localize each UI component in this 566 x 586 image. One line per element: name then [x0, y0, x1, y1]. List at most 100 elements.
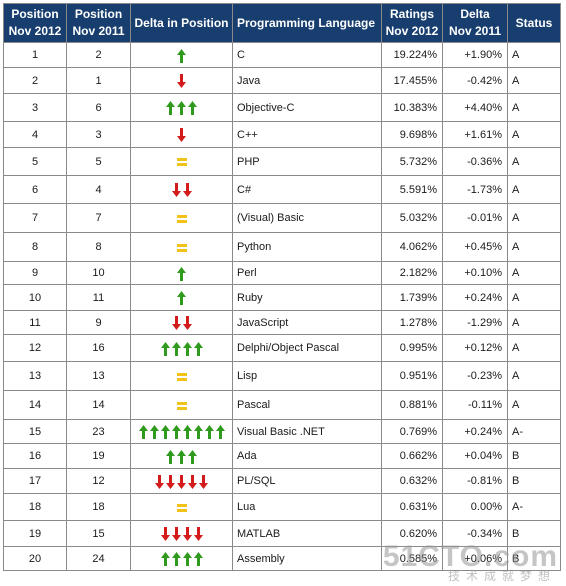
header-delta-ratings: Delta Nov 2011: [442, 3, 508, 43]
up-arrow-icon: [171, 425, 181, 439]
delta-rating-cell: +1.61%: [442, 121, 508, 148]
up-arrow-icon: [204, 425, 214, 439]
down-arrow-icon: [182, 183, 192, 197]
up-arrow-icon: [177, 291, 186, 305]
down-arrow-icon: [182, 316, 192, 330]
delta-position-cell: [130, 284, 233, 311]
unchanged-equal-icon: [176, 401, 187, 410]
delta-position-cell: [130, 232, 233, 262]
delta-rating-cell: -1.73%: [442, 175, 508, 204]
up-arrow-icon: [171, 552, 181, 566]
rating-cell: 0.631%: [381, 493, 443, 521]
position-2011-cell: 1: [66, 67, 131, 94]
table-row: 4 3 C++ 9.698% +1.61% A: [3, 121, 561, 148]
tiobe-ranking-table: Position Nov 2012 Position Nov 2011 Delta …: [3, 3, 561, 571]
rating-cell: 0.881%: [381, 390, 443, 420]
status-cell: B: [507, 468, 561, 494]
delta-rating-cell: -0.01%: [442, 203, 508, 233]
delta-position-cell: [130, 42, 233, 68]
position-2011-cell: 14: [66, 390, 131, 420]
position-2012-cell: 11: [3, 310, 67, 335]
rating-cell: 17.455%: [381, 67, 443, 94]
down-arrow-icon: [188, 474, 197, 489]
status-cell: A: [507, 203, 561, 233]
delta-position-cell: [130, 546, 233, 571]
language-cell: C: [232, 42, 382, 68]
status-cell: A: [507, 361, 561, 391]
down-arrow-icon: [177, 474, 186, 489]
down-arrow-icon: [171, 316, 181, 330]
down-arrow-icon: [177, 128, 186, 142]
table-row: 3 6 Objective-C 10.383% +4.40% A: [3, 93, 561, 122]
delta-rating-cell: -0.23%: [442, 361, 508, 391]
up-arrow-icon: [215, 425, 225, 439]
down-arrow-icon: [199, 474, 208, 489]
header-position-2012: Position Nov 2012: [3, 3, 67, 43]
header-row: Position Nov 2012 Position Nov 2011 Delta …: [3, 3, 561, 43]
table-row: 13 13 Lisp 0.951% -0.23% A: [3, 361, 561, 391]
table-row: 16 19 Ada 0.662% +0.04% B: [3, 443, 561, 469]
up-arrow-icon: [160, 341, 170, 356]
position-2011-cell: 6: [66, 93, 131, 122]
language-cell: Python: [232, 232, 382, 262]
position-2012-cell: 17: [3, 468, 67, 494]
up-arrow-icon: [160, 552, 170, 566]
table-row: 19 15 MATLAB 0.620% -0.34% B: [3, 520, 561, 547]
delta-rating-cell: -0.42%: [442, 67, 508, 94]
header-status: Status: [507, 3, 561, 43]
table-row: 11 9 JavaScript 1.278% -1.29% A: [3, 310, 561, 335]
rating-cell: 0.769%: [381, 419, 443, 444]
unchanged-equal-icon: [176, 158, 187, 167]
language-cell: C#: [232, 175, 382, 204]
rating-cell: 4.062%: [381, 232, 443, 262]
status-cell: A: [507, 93, 561, 122]
header-language: Programming Language: [232, 3, 382, 43]
position-2011-cell: 16: [66, 334, 131, 362]
delta-rating-cell: +4.40%: [442, 93, 508, 122]
unchanged-equal-icon: [176, 372, 187, 381]
rating-cell: 0.585%: [381, 546, 443, 571]
delta-rating-cell: -0.34%: [442, 520, 508, 547]
position-2011-cell: 10: [66, 261, 131, 285]
table-row: 17 12 PL/SQL 0.632% -0.81% B: [3, 468, 561, 494]
up-arrow-icon: [188, 449, 197, 464]
delta-rating-cell: +0.24%: [442, 419, 508, 444]
position-2012-cell: 19: [3, 520, 67, 547]
rating-cell: 2.182%: [381, 261, 443, 285]
position-2011-cell: 11: [66, 284, 131, 311]
position-2012-cell: 6: [3, 175, 67, 204]
delta-position-cell: [130, 203, 233, 233]
table-row: 15 23 Visual Basic .NET 0.769% +0.24% A-: [3, 419, 561, 444]
up-arrow-icon: [177, 449, 186, 464]
position-2012-cell: 12: [3, 334, 67, 362]
rating-cell: 1.278%: [381, 310, 443, 335]
language-cell: Ruby: [232, 284, 382, 311]
position-2011-cell: 15: [66, 520, 131, 547]
position-2012-cell: 7: [3, 203, 67, 233]
delta-position-cell: [130, 493, 233, 521]
delta-position-cell: [130, 67, 233, 94]
up-arrow-icon: [182, 552, 192, 566]
down-arrow-icon: [160, 527, 170, 541]
position-2011-cell: 4: [66, 175, 131, 204]
table-row: 9 10 Perl 2.182% +0.10% A: [3, 261, 561, 285]
language-cell: JavaScript: [232, 310, 382, 335]
up-arrow-icon: [177, 101, 186, 115]
status-cell: A: [507, 284, 561, 311]
delta-rating-cell: -0.11%: [442, 390, 508, 420]
status-cell: A: [507, 147, 561, 176]
table-row: 12 16 Delphi/Object Pascal 0.995% +0.12% A: [3, 334, 561, 362]
delta-rating-cell: +0.24%: [442, 284, 508, 311]
rating-cell: 5.591%: [381, 175, 443, 204]
position-2012-cell: 9: [3, 261, 67, 285]
up-arrow-icon: [177, 48, 186, 63]
language-cell: (Visual) Basic: [232, 203, 382, 233]
position-2011-cell: 13: [66, 361, 131, 391]
position-2012-cell: 5: [3, 147, 67, 176]
table-row: 7 7 (Visual) Basic 5.032% -0.01% A: [3, 203, 561, 233]
delta-rating-cell: 0.00%: [442, 493, 508, 521]
up-arrow-icon: [193, 552, 203, 566]
status-cell: B: [507, 520, 561, 547]
status-cell: B: [507, 546, 561, 571]
delta-position-cell: [130, 443, 233, 469]
